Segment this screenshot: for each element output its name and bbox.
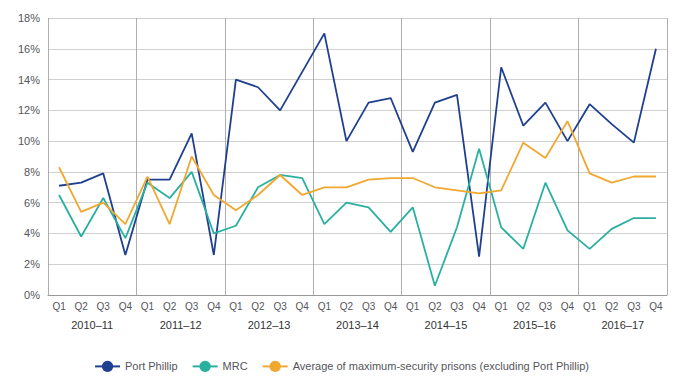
svg-text:2013–14: 2013–14 bbox=[336, 319, 379, 331]
svg-text:Q1: Q1 bbox=[318, 301, 332, 312]
svg-text:Q3: Q3 bbox=[273, 301, 287, 312]
svg-text:Q4: Q4 bbox=[119, 301, 133, 312]
svg-text:Q4: Q4 bbox=[649, 301, 663, 312]
svg-text:2014–15: 2014–15 bbox=[425, 319, 468, 331]
svg-text:Q4: Q4 bbox=[296, 301, 310, 312]
svg-text:2016–17: 2016–17 bbox=[601, 319, 644, 331]
svg-text:6%: 6% bbox=[24, 197, 40, 209]
svg-text:Q4: Q4 bbox=[472, 301, 486, 312]
svg-text:2015–16: 2015–16 bbox=[513, 319, 556, 331]
svg-text:4%: 4% bbox=[24, 227, 40, 239]
svg-text:2011–12: 2011–12 bbox=[160, 319, 202, 331]
svg-text:Q2: Q2 bbox=[340, 301, 354, 312]
svg-text:18%: 18% bbox=[18, 12, 40, 24]
svg-text:Q3: Q3 bbox=[185, 301, 199, 312]
svg-text:MRC: MRC bbox=[223, 360, 248, 372]
svg-text:2012–13: 2012–13 bbox=[248, 319, 291, 331]
svg-text:Q4: Q4 bbox=[561, 301, 575, 312]
svg-text:Q2: Q2 bbox=[605, 301, 619, 312]
svg-text:Q4: Q4 bbox=[207, 301, 221, 312]
svg-text:0%: 0% bbox=[24, 289, 40, 301]
svg-text:2010–11: 2010–11 bbox=[71, 319, 113, 331]
svg-text:10%: 10% bbox=[18, 135, 40, 147]
svg-text:Q2: Q2 bbox=[251, 301, 265, 312]
svg-text:12%: 12% bbox=[18, 104, 40, 116]
svg-text:Q1: Q1 bbox=[495, 301, 509, 312]
svg-text:Q2: Q2 bbox=[428, 301, 442, 312]
svg-text:Q2: Q2 bbox=[517, 301, 531, 312]
svg-text:Q3: Q3 bbox=[539, 301, 553, 312]
svg-text:Q1: Q1 bbox=[583, 301, 597, 312]
svg-text:Q3: Q3 bbox=[450, 301, 464, 312]
svg-text:14%: 14% bbox=[18, 74, 40, 86]
svg-text:Q1: Q1 bbox=[52, 301, 66, 312]
svg-text:Q3: Q3 bbox=[362, 301, 376, 312]
svg-text:Q3: Q3 bbox=[97, 301, 111, 312]
svg-text:Q1: Q1 bbox=[141, 301, 155, 312]
svg-text:Q3: Q3 bbox=[627, 301, 641, 312]
svg-text:8%: 8% bbox=[24, 166, 40, 178]
svg-text:Q2: Q2 bbox=[163, 301, 177, 312]
svg-text:2%: 2% bbox=[24, 258, 40, 270]
svg-text:16%: 16% bbox=[18, 43, 40, 55]
svg-text:Q1: Q1 bbox=[229, 301, 243, 312]
svg-text:Port Phillip: Port Phillip bbox=[125, 360, 178, 372]
svg-text:Q1: Q1 bbox=[406, 301, 420, 312]
svg-text:Q4: Q4 bbox=[384, 301, 398, 312]
svg-text:Q2: Q2 bbox=[74, 301, 88, 312]
svg-text:Average of maximum-security pr: Average of maximum-security prisons (exc… bbox=[293, 360, 589, 372]
